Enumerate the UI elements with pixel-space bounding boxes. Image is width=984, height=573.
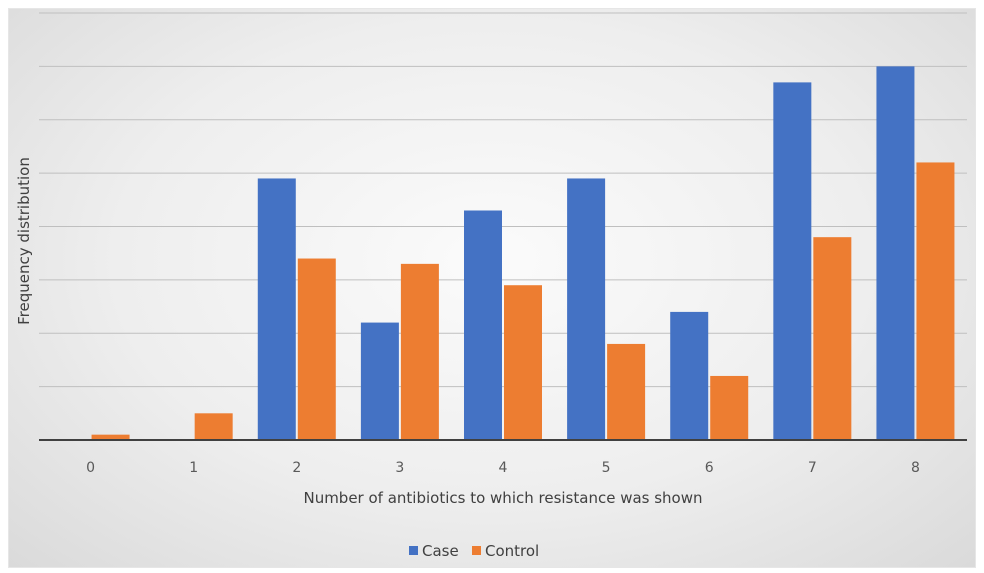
x-tick-label: 0 (86, 460, 95, 476)
x-tick-label: 2 (292, 460, 301, 476)
chart-area: 0 1 2 3 4 5 6 7 8 Number of antibiotics to which… (8, 8, 976, 568)
x-tick-label: 5 (602, 460, 611, 476)
x-tick-label: 8 (911, 460, 920, 476)
bar-control-3 (400, 263, 439, 440)
bar-control-6 (710, 375, 749, 440)
y-axis-title: Frequency distribution (15, 157, 33, 325)
bar-case-4 (464, 210, 502, 440)
bars (91, 66, 955, 440)
bar-case-5 (567, 178, 606, 440)
bar-control-0 (91, 434, 130, 440)
legend-swatch-case (409, 546, 418, 555)
legend: Case Control (409, 542, 539, 560)
x-tick-labels: 0 1 2 3 4 5 6 7 8 (86, 460, 920, 476)
bar-control-4 (504, 285, 542, 440)
bar-control-7 (813, 237, 852, 440)
bar-case-6 (670, 311, 709, 440)
x-tick-label: 7 (808, 460, 817, 476)
bar-control-2 (297, 258, 336, 440)
x-tick-label: 1 (189, 460, 198, 476)
bar-case-8 (876, 66, 915, 440)
x-tick-label: 3 (395, 460, 404, 476)
bar-control-8 (916, 162, 955, 440)
bar-case-2 (257, 178, 296, 440)
bar-case-3 (360, 322, 399, 440)
x-axis-title: Number of antibiotics to which resistanc… (303, 489, 702, 507)
x-tick-label: 4 (499, 460, 508, 476)
x-tick-label: 6 (705, 460, 714, 476)
gridlines (39, 12, 967, 388)
legend-swatch-control (472, 546, 481, 555)
bar-control-5 (607, 343, 646, 440)
bar-chart: 0 1 2 3 4 5 6 7 8 Number of antibiotics to which… (15, 12, 967, 560)
bar-control-1 (194, 413, 233, 440)
legend-label-control: Control (485, 542, 539, 560)
legend-label-case: Case (422, 542, 459, 560)
bar-case-7 (773, 82, 812, 440)
